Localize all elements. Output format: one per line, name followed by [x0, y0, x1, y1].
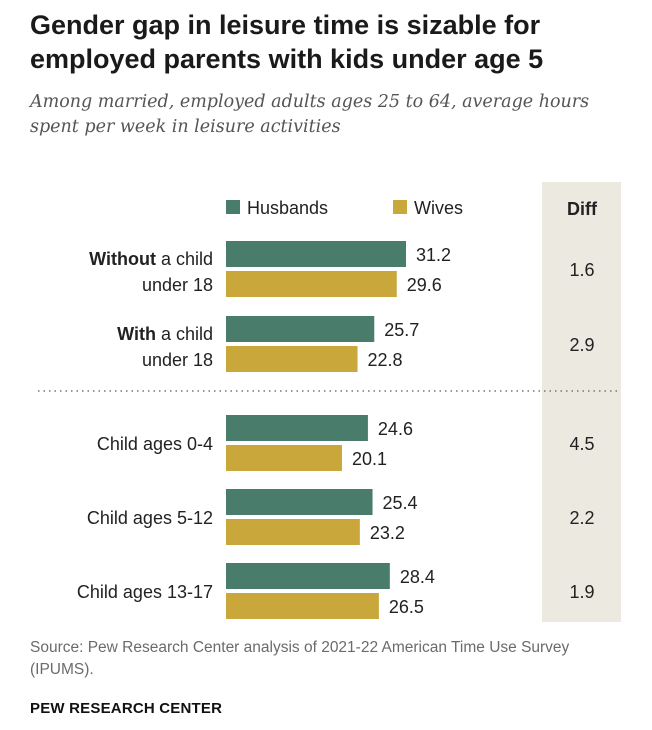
- bar-wives: [226, 519, 360, 545]
- data-label-husbands: 24.6: [378, 419, 413, 439]
- category-label: Child ages 13-17: [77, 582, 213, 602]
- data-label-wives: 20.1: [352, 449, 387, 469]
- diff-value: 2.2: [569, 508, 594, 528]
- diff-value: 1.9: [569, 582, 594, 602]
- chart-title: Gender gap in leisure time is sizable fo…: [30, 10, 544, 74]
- legend-swatch-wives: [393, 200, 407, 214]
- category-label: Child ages 0-4: [97, 434, 213, 454]
- category-label: Child ages 5-12: [87, 508, 213, 528]
- data-label-wives: 26.5: [389, 597, 424, 617]
- legend-label-wives: Wives: [414, 198, 463, 218]
- category-label: With a child: [117, 324, 213, 344]
- diff-value: 1.6: [569, 260, 594, 280]
- data-label-husbands: 31.2: [416, 245, 451, 265]
- diff-value: 2.9: [569, 335, 594, 355]
- data-label-husbands: 25.4: [383, 493, 418, 513]
- legend-label-husbands: Husbands: [247, 198, 328, 218]
- bar-wives: [226, 593, 379, 619]
- brand-logo-text: PEW RESEARCH CENTER: [30, 700, 223, 717]
- data-label-wives: 29.6: [407, 275, 442, 295]
- chart-subtitle: Among married, employed adults ages 25 t…: [30, 92, 590, 137]
- bar-husbands: [226, 489, 373, 515]
- bar-husbands: [226, 415, 368, 441]
- data-label-wives: 22.8: [368, 350, 403, 370]
- bar-chart: Diff Husbands Wives 31.2 29.6 Without a child…: [38, 182, 621, 622]
- bar-husbands: [226, 241, 406, 267]
- category-label-line2: under 18: [142, 275, 213, 295]
- legend-swatch-husbands: [226, 200, 240, 214]
- data-label-husbands: 28.4: [400, 567, 435, 587]
- diff-header: Diff: [567, 199, 598, 219]
- bar-husbands: [226, 563, 390, 589]
- diff-panel: [542, 182, 621, 622]
- category-label: Without a child: [89, 249, 213, 269]
- bar-husbands: [226, 316, 375, 342]
- bar-wives: [226, 445, 342, 471]
- category-label-line2: under 18: [142, 350, 213, 370]
- data-label-husbands: 25.7: [384, 320, 419, 340]
- source-note: Source: Pew Research Center analysis of …: [30, 639, 570, 678]
- data-label-wives: 23.2: [370, 523, 405, 543]
- bar-wives: [226, 346, 358, 372]
- diff-value: 4.5: [569, 434, 594, 454]
- bar-wives: [226, 271, 397, 297]
